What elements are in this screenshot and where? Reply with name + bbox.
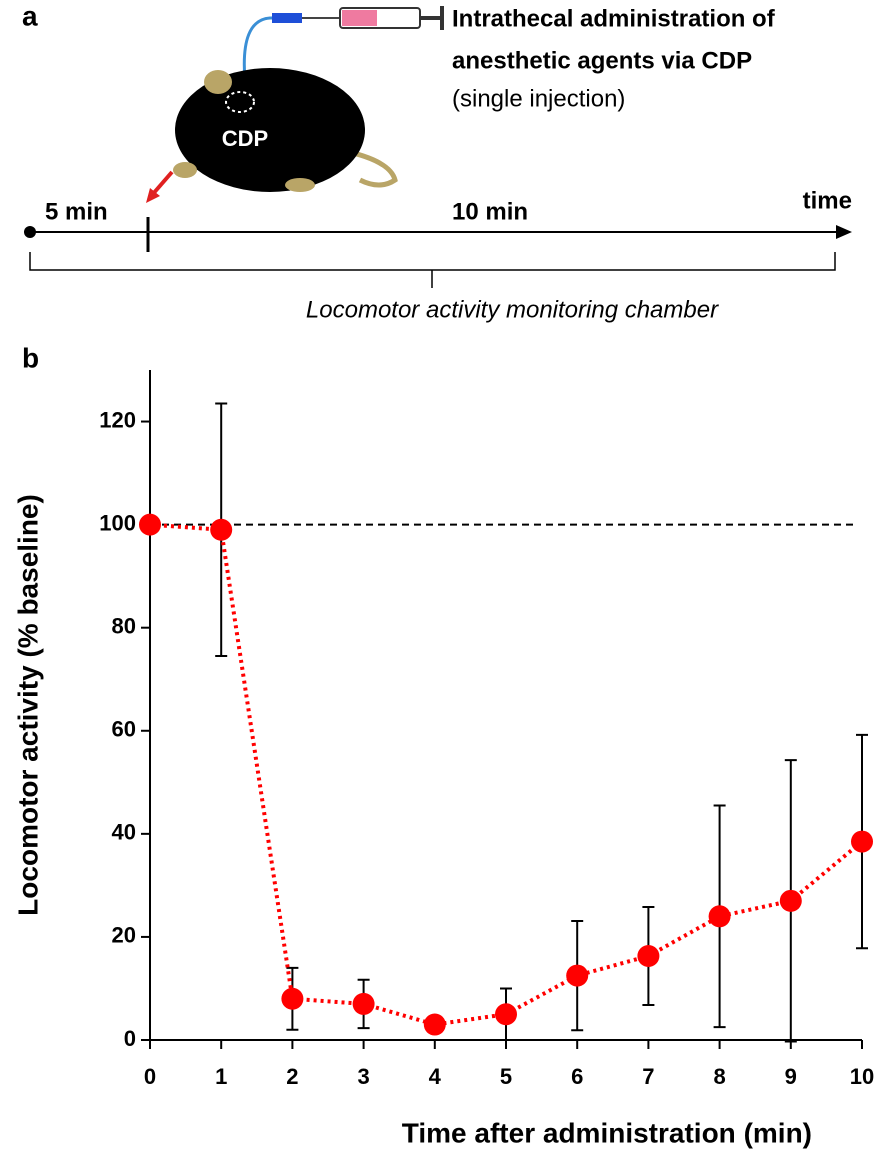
data-point [352,992,375,1015]
chamber-label: Locomotor activity monitoring chamber [306,296,719,323]
x-tick-label: 6 [571,1064,583,1089]
x-tick-label: 10 [850,1064,874,1089]
ear [204,70,232,94]
needle-hub [272,13,302,23]
injection-title: Intrathecal administration of [452,5,776,32]
x-tick-label: 1 [215,1064,227,1089]
data-line [149,522,864,1027]
x-tick-label: 8 [713,1064,725,1089]
timeline-arrow [836,225,852,239]
panel-label: a [22,0,38,31]
syringe-fluid [342,10,377,26]
x-tick-label: 5 [500,1064,512,1089]
arrow-head [146,188,160,203]
data-point [708,905,731,928]
y-tick-label: 40 [112,820,136,845]
y-tick-label: 80 [112,614,136,639]
data-point [423,1013,446,1036]
data-point [566,964,589,987]
arrow [150,170,174,197]
y-tick-label: 100 [99,510,136,535]
x-tick-label: 2 [286,1064,298,1089]
data-point [139,513,161,536]
data-point [495,1003,517,1026]
interval-label: 5 min [45,198,108,225]
x-tick-label: 7 [642,1064,654,1089]
panel-label: b [22,342,39,373]
y-tick-label: 0 [124,1026,136,1051]
site-label: CDP [222,126,268,151]
time-label: time [803,187,852,214]
interval-label: 10 min [452,198,528,225]
x-tick-label: 4 [429,1064,442,1089]
data-point [851,830,873,853]
x-tick-label: 9 [785,1064,797,1089]
mouse-body [175,68,365,192]
paw [173,162,197,178]
chamber-bracket [29,252,836,288]
data-point [637,944,660,967]
x-axis-title: Time after administration (min) [402,1117,812,1148]
x-tick-label: 0 [144,1064,156,1089]
data-point [210,518,233,541]
x-tick-label: 3 [357,1064,369,1089]
cdp-site [225,91,255,113]
y-tick-label: 20 [112,923,136,948]
injection-title: anesthetic agents via CDP [452,47,752,74]
y-tick-label: 60 [112,717,136,742]
paw [285,178,315,192]
data-point [779,889,802,912]
injection-note: (single injection) [452,85,625,112]
tube [242,16,300,81]
tail [339,147,398,188]
y-tick-label: 120 [99,407,136,432]
y-axis-title: Locomotor activity (% baseline) [12,494,43,916]
data-point [281,987,304,1010]
